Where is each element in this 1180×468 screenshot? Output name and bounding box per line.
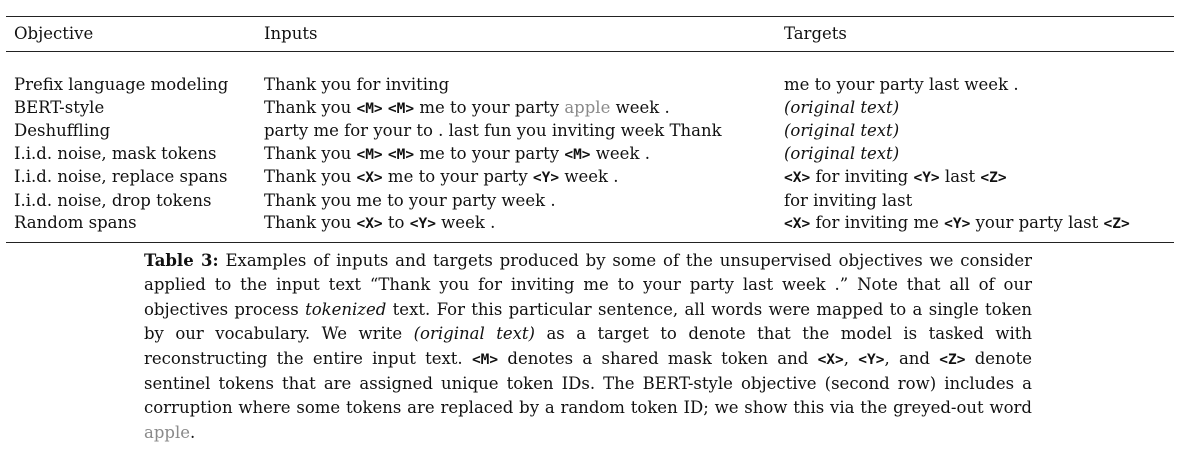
input-segment: me to your party bbox=[382, 167, 533, 186]
input-segment: <Y> bbox=[409, 216, 436, 232]
caption-segment: denote sentinel tokens that are assigned… bbox=[144, 348, 1032, 418]
cell-inputs: Thank you for inviting bbox=[256, 74, 776, 97]
cell-targets: for inviting last bbox=[776, 190, 1174, 213]
cell-objective: Prefix language modeling bbox=[14, 75, 229, 94]
cell-targets: (original text) bbox=[776, 120, 1174, 143]
input-segment: <M> bbox=[387, 100, 415, 117]
caption-label: Table 3: bbox=[144, 251, 219, 270]
objectives-table: Objective Inputs Targets Prefix language… bbox=[6, 16, 1174, 243]
caption-segment: apple bbox=[144, 422, 191, 442]
target-segment: <Y> bbox=[944, 216, 971, 232]
caption-segment: as a target to denote that the model is … bbox=[144, 324, 1032, 368]
input-segment: me to your party bbox=[414, 97, 565, 117]
input-segment: <M> bbox=[387, 146, 415, 163]
input-segment: <M> bbox=[356, 100, 383, 117]
target-segment: (original text) bbox=[784, 97, 900, 117]
cell-targets: <X> for inviting me <Y> your party last … bbox=[776, 212, 1174, 242]
target-segment: for inviting me bbox=[810, 213, 945, 232]
caption-segment: <X> bbox=[817, 351, 844, 368]
target-segment: <X> bbox=[784, 216, 811, 232]
cell-inputs: party me for your to . last fun you invi… bbox=[256, 120, 776, 143]
input-segment: <M> bbox=[356, 146, 383, 163]
caption-segment: (original text) bbox=[413, 324, 535, 344]
input-segment: party me for your to . last fun you invi… bbox=[264, 121, 722, 140]
table-row: Deshuffling party me for your to . last f… bbox=[6, 120, 1174, 143]
caption-segment: tokenized bbox=[305, 299, 387, 319]
input-segment: <X> bbox=[356, 170, 383, 186]
cell-objective: Deshuffling bbox=[14, 121, 111, 140]
input-segment: <Y> bbox=[532, 170, 560, 186]
input-segment: <X> bbox=[356, 216, 383, 232]
caption-segment: , bbox=[843, 348, 859, 368]
target-segment: (original text) bbox=[784, 143, 900, 163]
cell-objective: BERT-style bbox=[14, 97, 105, 117]
table-row: BERT-style Thank you <M> <M> me to your p… bbox=[6, 97, 1174, 121]
cell-inputs: Thank you <X> me to your party <Y> week … bbox=[256, 166, 776, 190]
header-objective: Objective bbox=[14, 24, 94, 43]
cell-objective: I.i.d. noise, mask tokens bbox=[14, 143, 217, 163]
caption-segment: , and bbox=[884, 348, 940, 368]
target-segment: <X> bbox=[784, 170, 811, 186]
input-segment: week . bbox=[590, 143, 650, 163]
target-segment: <Z> bbox=[980, 170, 1007, 186]
input-segment: apple bbox=[564, 97, 611, 117]
table-row: Prefix language modeling Thank you for in… bbox=[6, 74, 1174, 97]
cell-targets: (original text) bbox=[776, 143, 1174, 167]
caption-segment: <Z> bbox=[939, 351, 966, 368]
input-segment: me to your party bbox=[414, 143, 565, 163]
table-bottom-rule bbox=[6, 241, 1174, 243]
target-segment: <Z> bbox=[1103, 216, 1130, 232]
cell-targets: me to your party last week . bbox=[776, 74, 1174, 97]
table-body: Prefix language modeling Thank you for in… bbox=[6, 51, 1174, 242]
cell-objective: Random spans bbox=[14, 213, 137, 232]
cell-inputs: Thank you <M> <M> me to your party apple… bbox=[256, 97, 776, 121]
caption-segment: Examples of inputs and targets produced … bbox=[144, 251, 1033, 319]
target-segment: <Y> bbox=[913, 170, 940, 186]
cell-inputs: Thank you me to your party week . bbox=[256, 190, 776, 213]
input-segment: <M> bbox=[564, 146, 591, 163]
table-row: I.i.d. noise, mask tokens Thank you <M> <… bbox=[6, 143, 1174, 167]
header-inputs: Inputs bbox=[264, 24, 318, 43]
caption-segment: text. For this particular sentence, all … bbox=[144, 299, 1032, 344]
input-segment: Thank you bbox=[264, 143, 357, 163]
input-segment: Thank you bbox=[264, 167, 357, 186]
input-segment: to bbox=[382, 213, 410, 232]
target-segment: me to your party last week . bbox=[784, 75, 1019, 94]
table-row: I.i.d. noise, drop tokens Thank you me to… bbox=[6, 190, 1174, 213]
input-segment: Thank you for inviting bbox=[264, 75, 450, 94]
header-targets: Targets bbox=[784, 24, 847, 43]
cell-targets: (original text) bbox=[776, 97, 1174, 121]
table-row: Random spans Thank you <X> to <Y> week . <… bbox=[6, 212, 1174, 242]
cell-objective: I.i.d. noise, replace spans bbox=[14, 167, 228, 186]
target-segment: (original text) bbox=[784, 121, 900, 140]
objectives-table-grid: Objective Inputs Targets Prefix language… bbox=[6, 17, 1174, 242]
caption-segment: denotes a shared mask token and bbox=[498, 348, 818, 368]
table-row: I.i.d. noise, replace spans Thank you <X>… bbox=[6, 166, 1174, 190]
input-segment: week . bbox=[559, 167, 619, 186]
target-segment: your party last bbox=[970, 213, 1104, 232]
caption-body: Examples of inputs and targets produced … bbox=[144, 251, 1032, 442]
cell-inputs: Thank you <X> to <Y> week . bbox=[256, 212, 776, 242]
target-segment: last bbox=[939, 167, 981, 186]
table-header-row: Objective Inputs Targets bbox=[6, 17, 1174, 52]
input-segment: week . bbox=[610, 97, 670, 117]
cell-targets: <X> for inviting <Y> last <Z> bbox=[776, 166, 1174, 190]
target-segment: for inviting last bbox=[784, 190, 913, 210]
cell-objective: I.i.d. noise, drop tokens bbox=[14, 190, 212, 210]
input-segment: Thank you bbox=[264, 97, 357, 117]
input-segment: Thank you bbox=[264, 213, 357, 232]
caption-segment: <Y> bbox=[858, 351, 885, 368]
table-caption: Table 3: Examples of inputs and targets … bbox=[144, 249, 1032, 445]
target-segment: for inviting bbox=[810, 167, 914, 186]
input-segment: Thank you me to your party week . bbox=[264, 190, 556, 210]
cell-inputs: Thank you <M> <M> me to your party <M> w… bbox=[256, 143, 776, 167]
table-top-rule bbox=[6, 16, 1174, 17]
caption-segment: . bbox=[190, 422, 196, 442]
caption-segment: <M> bbox=[471, 351, 499, 368]
input-segment: week . bbox=[435, 213, 496, 232]
